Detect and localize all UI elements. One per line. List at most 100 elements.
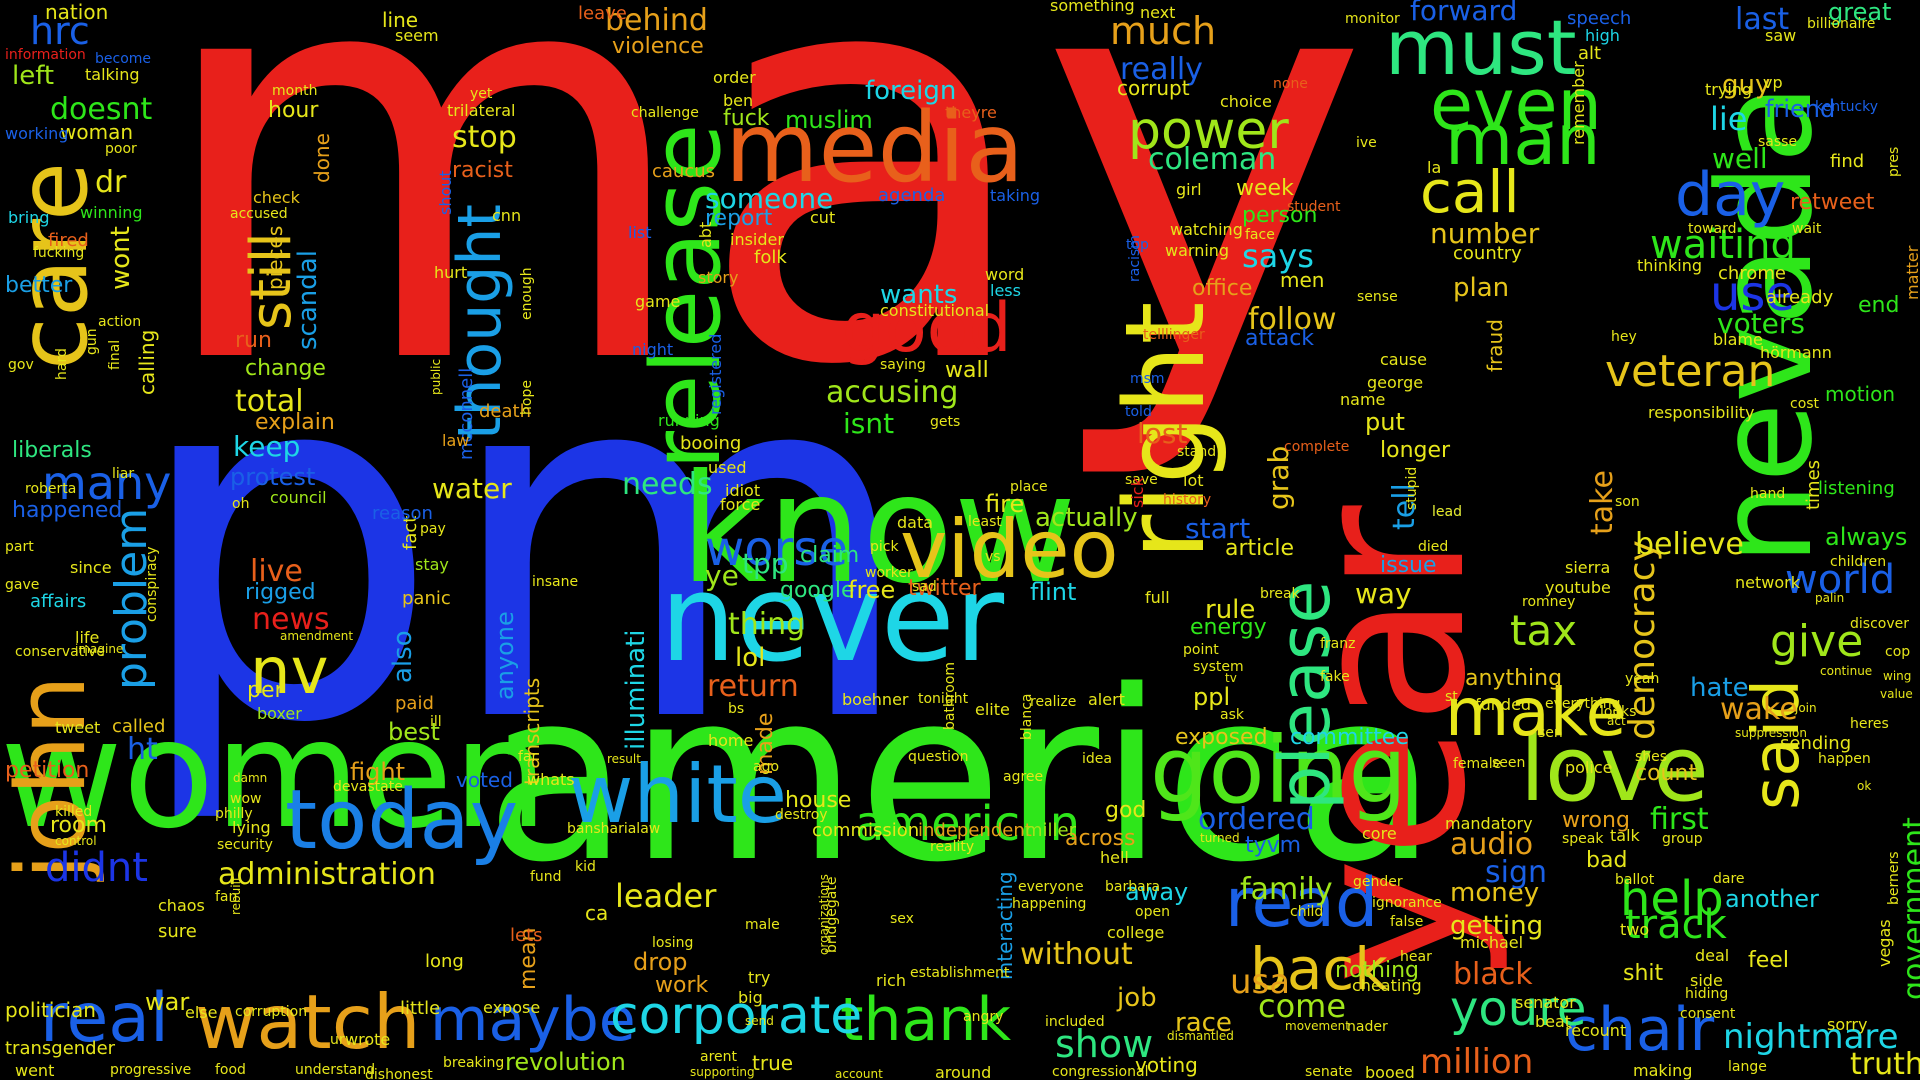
word-flint: flint [1030, 578, 1077, 606]
word-taking: taking [990, 186, 1041, 205]
word-week: week [1236, 176, 1294, 201]
word-final: final [107, 339, 123, 370]
word-waiting: waiting [1650, 222, 1796, 268]
word-talking: talking [85, 65, 140, 84]
word-complete: complete [1284, 439, 1350, 455]
word-police: police [1565, 758, 1613, 777]
word-talk: talk [1610, 826, 1640, 845]
word-cause: cause [1380, 350, 1427, 369]
word-corporate: corporate [610, 986, 863, 1046]
word-coleman: coleman [1148, 142, 1277, 177]
word-vegas: vegas [1875, 919, 1894, 967]
word-wing: wing [1883, 669, 1912, 683]
word-across: across [1065, 826, 1136, 851]
word-isnt: isnt [843, 407, 895, 440]
word-hand: hand [1750, 486, 1786, 502]
word-hell: hell [1100, 848, 1129, 867]
word-tv: tv [1225, 671, 1237, 685]
word-bansharialaw: bansharialaw [567, 821, 661, 837]
word-full: full [1145, 588, 1170, 607]
word-little: little [400, 998, 441, 1019]
word-pick: pick [870, 539, 899, 555]
word-pres: pres [1886, 146, 1902, 177]
word-didnt: didnt [45, 845, 148, 891]
word-truth: truth [1850, 1047, 1920, 1080]
word-last: last [1735, 2, 1790, 37]
word-run: run [235, 328, 272, 353]
word-place: place [1010, 479, 1048, 495]
word-told: told [1125, 404, 1152, 420]
word-total: total [235, 384, 304, 419]
word-order: order [713, 68, 756, 87]
word-lol: lol [735, 643, 766, 673]
word-st: st [1445, 689, 1458, 705]
word-video: video [900, 503, 1119, 596]
word-keep: keep [233, 430, 301, 463]
word-wake: wake [1720, 692, 1798, 727]
word-work: work [655, 973, 709, 998]
word-petition: petition [5, 758, 90, 783]
word-girl: girl [1176, 180, 1202, 199]
word-saw: saw [1765, 26, 1797, 45]
word-person: person [1242, 203, 1318, 228]
word-tweet: tweet [55, 718, 101, 737]
word-stop: stop [452, 120, 517, 155]
word-agree: agree [1003, 769, 1044, 785]
word-revolution: revolution [505, 1048, 626, 1076]
word-data: data [897, 513, 934, 532]
word-times: times [1803, 459, 1824, 510]
word-money: money [1450, 878, 1540, 908]
word-blanca: blanca [1019, 693, 1035, 740]
word-amendment: amendment [280, 629, 354, 643]
word-real: real [40, 979, 169, 1058]
word-use: use [1710, 266, 1795, 322]
word-beat: beat [1535, 1012, 1572, 1031]
word-saying: saying [880, 357, 926, 373]
word-everyone: everyone [1018, 879, 1084, 895]
word-chair: chair [1565, 995, 1715, 1065]
word-must: must [1385, 3, 1577, 92]
word-house: house [785, 788, 852, 813]
word-hard: hard [54, 348, 70, 380]
word-great: great [1828, 0, 1892, 26]
word-bs: bs [728, 701, 745, 717]
word-thing: thing [728, 607, 806, 642]
word-shes: shes [1635, 749, 1668, 765]
word-rule: rule [1205, 595, 1256, 625]
word-done: done [310, 133, 334, 183]
word-idiot: idiot [725, 481, 761, 500]
word-around: around [935, 1063, 992, 1080]
word-side: side [1690, 971, 1723, 990]
word-palin: palin [1815, 591, 1845, 605]
word-follow: follow [1248, 302, 1337, 337]
word-million: million [1420, 1042, 1534, 1080]
word-reason: reason [372, 503, 433, 524]
word-speak: speak [1562, 831, 1604, 847]
word-lie: lie [1710, 100, 1748, 138]
word-la: la [1427, 158, 1442, 177]
word-winning: winning [80, 203, 143, 222]
word-boehner: boehner [842, 690, 909, 709]
word-sierra: sierra [1565, 558, 1611, 577]
word-death: death [479, 401, 531, 422]
word-boxer: boxer [257, 704, 302, 723]
word-thank: thank [840, 985, 1012, 1055]
word-send: send [745, 1014, 774, 1028]
word-ago: ago [753, 759, 780, 775]
word-scandal: scandal [293, 250, 323, 350]
word-sure: sure [158, 921, 197, 942]
word-billionaire: billionaire [1807, 16, 1876, 32]
word-job: job [1117, 983, 1157, 1013]
word-chaos: chaos [158, 896, 205, 915]
word-remember: remember [1569, 61, 1588, 145]
word-ballot: ballot [1615, 872, 1655, 888]
word-gov: gov [8, 357, 34, 373]
word-agenda: agenda [878, 185, 946, 206]
word-ur: ur [330, 1032, 345, 1048]
word-name: name [1340, 390, 1386, 409]
word-behind: behind [605, 3, 708, 38]
word-paid: paid [395, 693, 434, 714]
word-dare: dare [1713, 871, 1745, 887]
word-dishonest: dishonest [365, 1067, 433, 1080]
word-nightmare: nightmare [1723, 1017, 1899, 1057]
